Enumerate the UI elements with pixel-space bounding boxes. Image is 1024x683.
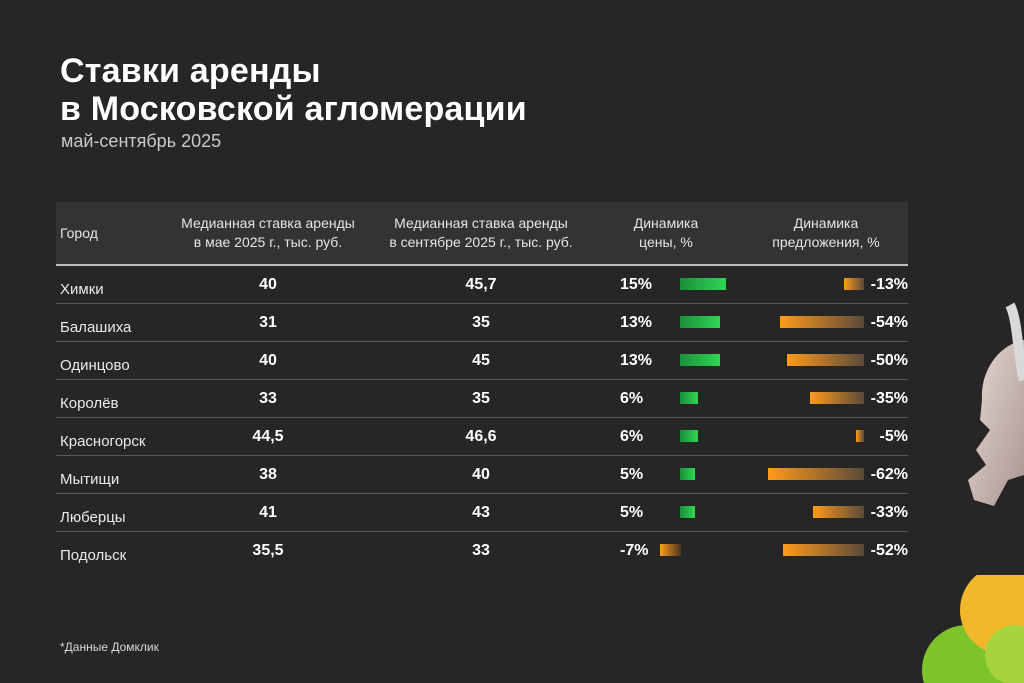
rate-september: 43: [472, 503, 490, 521]
rate-may: 35,5: [252, 541, 284, 559]
supply-change-bar: [786, 354, 864, 366]
table-row: Одинцово 40 45 13% -50%: [56, 342, 908, 380]
page-title: Ставки аренды в Московской агломерации: [60, 52, 527, 128]
supply-change-label: -13%: [870, 275, 908, 293]
title-line-1: Ставки аренды: [60, 52, 321, 90]
header-may: Медианная ставка аренды в мае 2025 г., ты…: [181, 215, 355, 250]
price-change-bar-cell: [676, 266, 736, 303]
table-body: Химки 40 45,7 15% -13% Балашиха 31 35 13% -54% Оди…: [56, 266, 908, 569]
supply-change-bar: [812, 506, 864, 518]
supply-change-label: -5%: [879, 427, 908, 445]
rate-september: 33: [472, 541, 490, 559]
price-change-bar: [680, 354, 720, 366]
rate-may: 31: [259, 313, 277, 331]
rate-may: 41: [259, 503, 277, 521]
key-illustration: [968, 302, 1024, 506]
fruit-illustration: [922, 575, 1024, 683]
header-supply-change: Динамика предложения, %: [772, 215, 880, 250]
rate-may: 44,5: [252, 427, 284, 445]
price-change-label: -7%: [620, 541, 649, 559]
price-change-bar-cell: [676, 380, 736, 417]
rent-table: Город Медианная ставка аренды в мае 2025 …: [56, 202, 908, 569]
header-city: Город: [60, 224, 98, 241]
price-change-label: 13%: [620, 351, 653, 369]
table-row: Балашиха 31 35 13% -54%: [56, 304, 908, 342]
supply-change-bar: [856, 430, 864, 442]
supply-change-label: -35%: [870, 389, 908, 407]
supply-change-label: -52%: [870, 541, 908, 559]
table-row: Мытищи 38 40 5% -62%: [56, 456, 908, 494]
table-row: Королёв 33 35 6% -35%: [56, 380, 908, 418]
table-row: Подольск 35,5 33 -7% -52%: [56, 532, 908, 569]
table-row: Химки 40 45,7 15% -13%: [56, 266, 908, 304]
price-change-label: 5%: [620, 503, 644, 521]
table-row: Красногорск 44,5 46,6 6% -5%: [56, 418, 908, 456]
city-name: Красногорск: [60, 433, 146, 450]
rate-september: 40: [472, 465, 490, 483]
supply-change-bar: [768, 468, 864, 480]
price-change-bar: [680, 430, 699, 442]
price-change-bar-cell: [676, 342, 736, 379]
price-change-bar: [680, 468, 696, 480]
rate-september: 45,7: [465, 275, 497, 293]
price-change-label: 5%: [620, 465, 644, 483]
city-name: Люберцы: [60, 509, 126, 526]
price-change-bar-cell: [676, 456, 736, 493]
price-change-label: 13%: [620, 313, 653, 331]
city-name: Подольск: [60, 547, 127, 564]
header-price-change: Динамика цены, %: [633, 215, 699, 250]
rate-september: 35: [472, 389, 490, 407]
header-september: Медианная ставка аренды в сентябре 2025 г…: [389, 215, 573, 250]
price-change-bar: [680, 392, 699, 404]
price-change-bar-cell: [676, 418, 736, 455]
price-change-bar-cell: [676, 304, 736, 341]
rate-may: 40: [259, 351, 277, 369]
supply-change-label: -33%: [870, 503, 908, 521]
rate-september: 45: [472, 351, 490, 369]
supply-change-bar: [783, 544, 864, 556]
rate-september: 46,6: [465, 427, 497, 445]
price-change-label: 6%: [620, 427, 644, 445]
rate-may: 38: [259, 465, 277, 483]
city-name: Одинцово: [60, 357, 130, 374]
subtitle: май-сентябрь 2025: [61, 131, 222, 151]
city-name: Королёв: [60, 395, 119, 412]
price-change-bar: [680, 506, 696, 518]
price-change-bar-cell: [660, 532, 736, 569]
rate-may: 40: [259, 275, 277, 293]
table-row: Люберцы 41 43 5% -33%: [56, 494, 908, 532]
table-header: Город Медианная ставка аренды в мае 2025 …: [56, 202, 908, 266]
city-name: Балашиха: [60, 319, 132, 336]
supply-change-label: -62%: [870, 465, 908, 483]
price-change-bar: [680, 316, 720, 328]
city-name: Мытищи: [60, 471, 120, 488]
price-change-label: 15%: [620, 275, 653, 293]
supply-change-bar: [809, 392, 864, 404]
footnote: *Данные Домклик: [60, 640, 159, 654]
rate-may: 33: [259, 389, 277, 407]
price-change-bar: [660, 544, 682, 556]
price-change-label: 6%: [620, 389, 644, 407]
price-change-bar-cell: [676, 494, 736, 531]
supply-change-bar: [843, 278, 864, 290]
supply-change-label: -54%: [870, 313, 908, 331]
price-change-bar: [680, 278, 726, 290]
city-name: Химки: [60, 281, 104, 298]
rate-september: 35: [472, 313, 490, 331]
title-line-2: в Московской агломерации: [60, 90, 527, 128]
supply-change-label: -50%: [870, 351, 908, 369]
supply-change-bar: [780, 316, 864, 328]
